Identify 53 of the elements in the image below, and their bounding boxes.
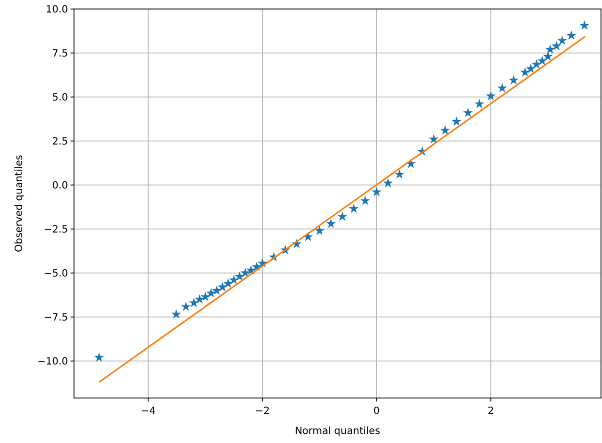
point: [557, 36, 568, 45]
point: [240, 268, 250, 278]
point: [314, 226, 324, 235]
point: [360, 196, 370, 206]
point: [171, 309, 182, 319]
x-tick-label: 2: [488, 406, 494, 417]
y-tick-label: 0.0: [52, 180, 68, 192]
y-tick-label: 5.0: [52, 92, 68, 104]
point: [94, 352, 104, 362]
point: [383, 178, 393, 188]
point: [372, 186, 382, 196]
point: [532, 59, 542, 69]
point: [474, 98, 484, 108]
point: [552, 40, 562, 50]
point: [218, 282, 228, 292]
y-tick-label: 10.0: [46, 4, 68, 16]
point: [580, 20, 590, 30]
y-tick-label: −5.0: [44, 268, 68, 280]
point: [508, 75, 519, 84]
x-tick-label: −4: [140, 406, 156, 417]
point: [200, 292, 210, 301]
x-tick-label: 0: [373, 406, 380, 417]
point: [566, 30, 576, 40]
x-axis-title: Normal quantiles: [294, 426, 380, 437]
point: [188, 298, 199, 308]
point: [348, 204, 359, 213]
y-axis-title: Observed quantiles: [14, 154, 25, 252]
point: [234, 271, 244, 281]
point: [545, 44, 556, 54]
point: [180, 302, 191, 312]
point: [206, 288, 216, 298]
point: [486, 90, 496, 100]
y-tick-label: −2.5: [44, 224, 68, 236]
y-tick-label: 2.5: [52, 136, 68, 148]
point: [542, 51, 553, 61]
x-tick-label: −2: [255, 406, 270, 417]
y-tick-label: −10.0: [37, 356, 68, 368]
y-tick-label: −7.5: [44, 312, 68, 324]
point: [526, 64, 536, 74]
point: [520, 67, 530, 77]
point: [326, 218, 336, 228]
point: [337, 212, 348, 221]
point: [537, 56, 548, 66]
point: [463, 108, 473, 118]
point: [194, 294, 205, 304]
point: [440, 125, 450, 135]
point: [452, 116, 462, 126]
point: [394, 169, 404, 179]
point: [228, 274, 239, 284]
point: [212, 285, 222, 295]
point: [497, 83, 508, 92]
point: [428, 134, 439, 144]
y-tick-label: 7.5: [52, 48, 68, 60]
